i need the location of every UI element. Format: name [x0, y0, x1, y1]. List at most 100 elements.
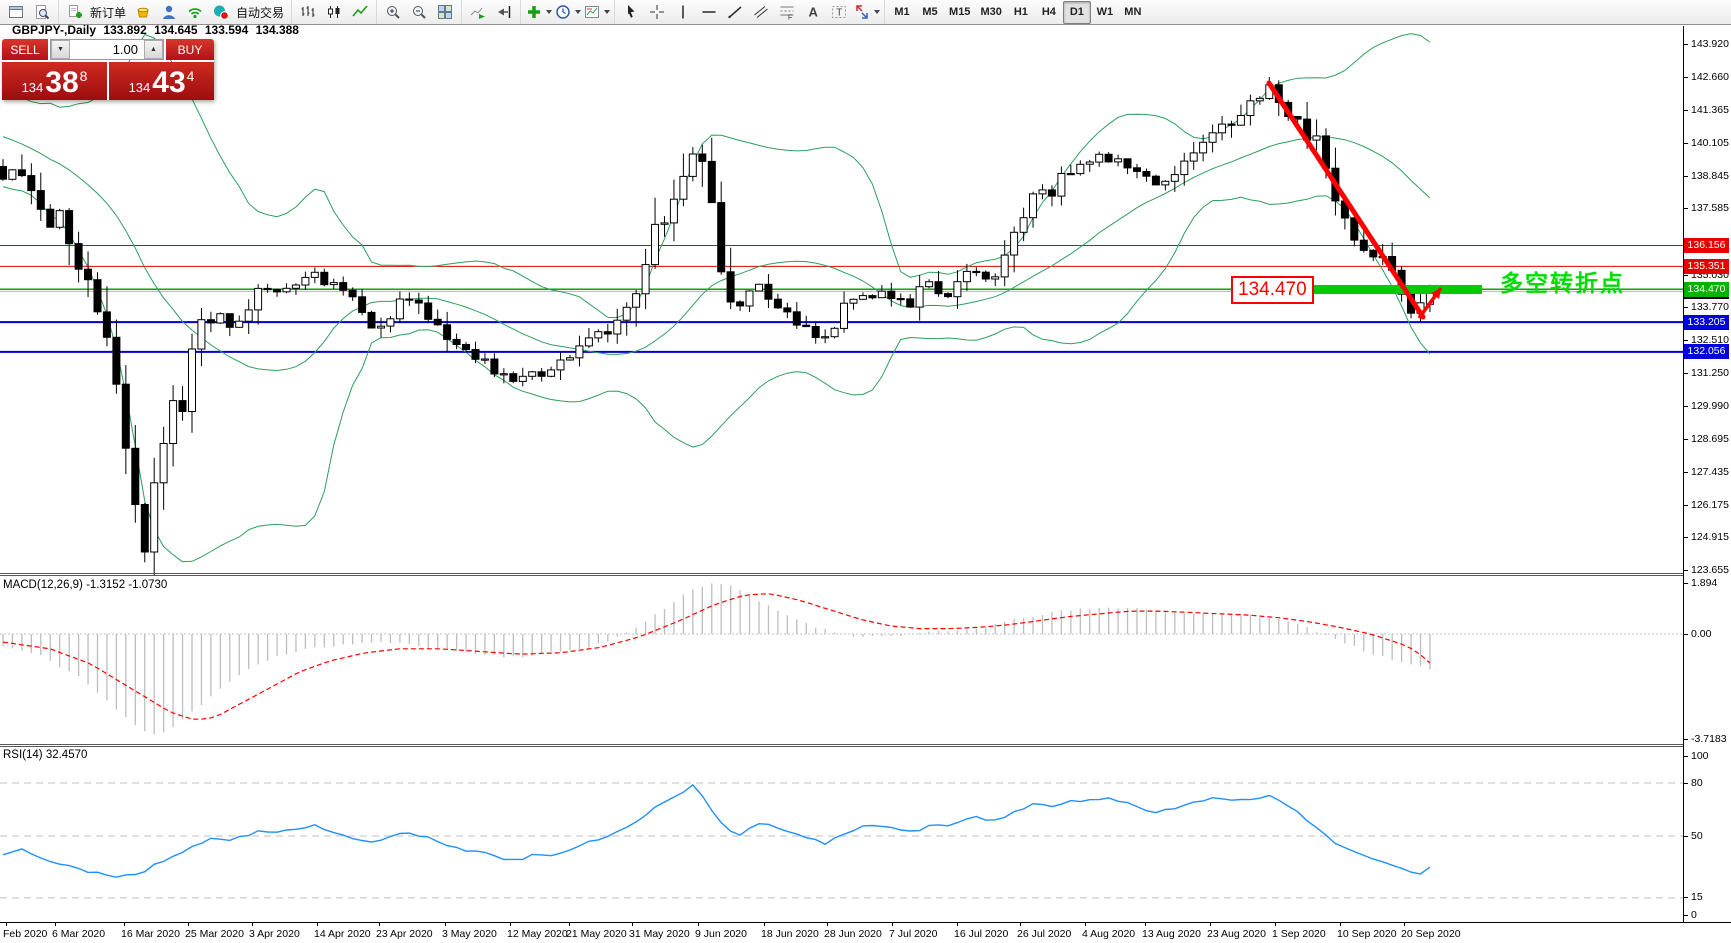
price-axis-label: 132.510 — [1691, 334, 1729, 346]
tile-windows-button[interactable] — [432, 1, 458, 24]
time-axis-label: 6 Mar 2020 — [52, 928, 106, 940]
horizontal-line-button[interactable] — [696, 1, 722, 24]
time-axis-tick — [252, 923, 253, 926]
time-axis-tick — [124, 923, 125, 926]
toolbar-group-scrolling — [461, 0, 520, 24]
data-window-button[interactable] — [29, 1, 55, 24]
zoom-out-button[interactable] — [406, 1, 432, 24]
price-badge-134.470: 134.470 — [1684, 281, 1729, 297]
signals-button[interactable] — [182, 1, 208, 24]
symbol-name: GBPJPY-,Daily — [12, 23, 97, 37]
price-annotation-label[interactable]: 134.470 — [1231, 276, 1314, 304]
bar-chart-mode-button[interactable] — [295, 1, 321, 24]
trendline-button[interactable] — [722, 1, 748, 24]
sell-button[interactable]: SELL — [2, 39, 48, 60]
timeframe-h4-button[interactable]: H4 — [1035, 1, 1063, 24]
panel-separator[interactable] — [0, 573, 1731, 574]
timeframe-m1-button[interactable]: M1 — [888, 1, 916, 24]
indicators-button[interactable] — [524, 1, 553, 24]
timeframe-h1-button[interactable]: H1 — [1007, 1, 1035, 24]
volume-decrease-button[interactable]: ▼ — [51, 40, 70, 59]
vertical-line-button[interactable] — [670, 1, 696, 24]
profile-button[interactable] — [156, 1, 182, 24]
styles-bucket-button[interactable] — [130, 1, 156, 24]
periods-icon — [556, 5, 570, 19]
price-axis-label: 133.770 — [1691, 301, 1729, 313]
axis-tick — [1684, 307, 1688, 308]
timeframe-label: W1 — [1096, 6, 1114, 18]
line-chart-mode-button[interactable] — [347, 1, 373, 24]
auto-scroll-button[interactable] — [465, 1, 491, 24]
time-axis[interactable]: Feb 2020 6 Mar 2020 16 Mar 2020 25 Mar 2020… — [0, 922, 1731, 943]
chart-window-button[interactable] — [3, 1, 29, 24]
chevron-down-icon[interactable] — [604, 10, 611, 14]
time-axis-label: 31 May 2020 — [629, 928, 690, 940]
toolbar-group-objects-menus — [520, 0, 614, 24]
price-axis-label: 143.920 — [1691, 38, 1729, 50]
time-axis-tick — [1404, 923, 1405, 926]
auto-trading-label[interactable]: 自动交易 — [236, 5, 285, 20]
timeframe-label: M30 — [980, 6, 1002, 18]
zoom-in-button[interactable] — [380, 1, 406, 24]
trendline-object[interactable] — [1266, 80, 1443, 320]
axis-tick — [1684, 110, 1688, 111]
axis-tick — [1684, 44, 1688, 45]
fibonacci-icon: F — [780, 6, 794, 21]
auto-trading-button[interactable] — [208, 1, 234, 24]
chart-shift-button[interactable] — [491, 1, 517, 24]
candlestick-mode-button[interactable] — [321, 1, 347, 24]
volume-increase-button[interactable]: ▲ — [144, 40, 163, 59]
time-axis-label: 12 May 2020 — [507, 928, 568, 940]
price-axis[interactable]: 143.920 142.660 141.365 140.105 138.845 137.5… — [1684, 26, 1731, 922]
chevron-down-icon[interactable] — [874, 10, 881, 14]
buy-price-display[interactable]: 134 43 4 — [109, 62, 214, 100]
new-order-label[interactable]: 新订单 — [90, 5, 127, 20]
arrows-button[interactable] — [852, 1, 881, 24]
price-axis-label: 124.915 — [1691, 531, 1729, 543]
price-axis-label: 100 — [1691, 750, 1709, 762]
crosshair-icon — [650, 5, 665, 19]
templates-icon — [585, 6, 600, 18]
templates-button[interactable] — [582, 1, 611, 24]
time-axis-label: 1 Sep 2020 — [1272, 928, 1326, 940]
cursor-button[interactable] — [618, 1, 644, 24]
timeframe-label: M1 — [894, 6, 910, 18]
periods-button[interactable] — [553, 1, 582, 24]
price-chart[interactable] — [0, 26, 1683, 575]
buy-button[interactable]: BUY — [166, 39, 214, 60]
sell-price-display[interactable]: 134 38 8 — [2, 62, 107, 100]
equidistant-channel-button[interactable] — [748, 1, 774, 24]
text-label-button[interactable]: T — [826, 1, 852, 24]
time-axis-label: 25 Mar 2020 — [185, 928, 244, 940]
panel-separator[interactable] — [0, 744, 1731, 745]
time-axis-label: 28 Jun 2020 — [824, 928, 882, 940]
time-axis-label: 16 Mar 2020 — [121, 928, 180, 940]
fibonacci-button[interactable]: F — [774, 1, 800, 24]
macd-panel[interactable] — [0, 577, 1683, 743]
timeframe-m5-button[interactable]: M5 — [916, 1, 944, 24]
time-axis-label: 4 Aug 2020 — [1082, 928, 1136, 940]
support-highlight-bar[interactable] — [1312, 285, 1482, 294]
timeframe-w1-button[interactable]: W1 — [1091, 1, 1119, 24]
crosshair-button[interactable] — [644, 1, 670, 24]
price-axis-label: 127.435 — [1691, 466, 1729, 478]
svg-text:A: A — [809, 5, 819, 20]
chevron-down-icon[interactable] — [546, 10, 553, 14]
timeframe-d1-button[interactable]: D1 — [1062, 0, 1091, 24]
arrows-icon — [856, 5, 868, 19]
ohlc-low: 133.594 — [204, 23, 249, 37]
trendline-icon — [728, 6, 742, 19]
timeframe-m15-button[interactable]: M15 — [944, 1, 975, 24]
rsi-panel[interactable] — [0, 747, 1683, 922]
timeframe-m30-button[interactable]: M30 — [975, 1, 1006, 24]
candleschart-icon — [328, 6, 340, 18]
chevron-down-icon[interactable] — [575, 10, 582, 14]
time-axis-tick — [55, 923, 56, 926]
price-axis-label: 50 — [1691, 830, 1703, 842]
timeframe-mn-button[interactable]: MN — [1119, 1, 1147, 24]
new-order-button[interactable] — [62, 1, 88, 24]
time-axis-label: 13 Aug 2020 — [1142, 928, 1201, 940]
volume-input[interactable] — [70, 40, 144, 59]
price-axis-border — [1683, 26, 1684, 922]
text-button[interactable]: A — [800, 1, 826, 24]
